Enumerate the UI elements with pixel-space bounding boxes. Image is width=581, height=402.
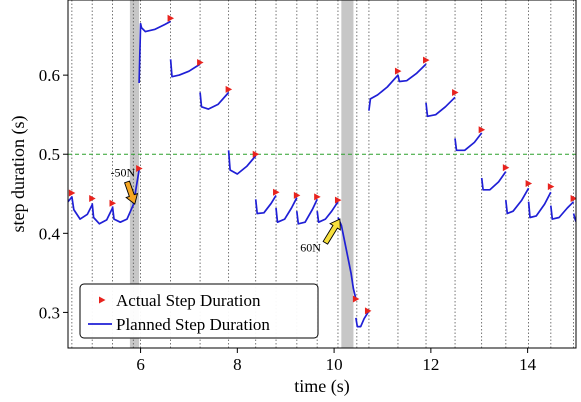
annotations: -50N 60N xyxy=(111,165,341,255)
planned-step-duration-segment xyxy=(275,197,298,224)
actual-step-duration-point xyxy=(136,164,143,172)
planned-step-duration-segment xyxy=(254,194,277,215)
actual-step-duration-point xyxy=(570,195,576,203)
actual-step-duration-point xyxy=(525,179,533,187)
annotation-label: -50N xyxy=(111,165,136,179)
y-tick-label: 0.5 xyxy=(39,145,60,164)
planned-step-duration-segment xyxy=(355,311,369,328)
planned-step-duration-segment xyxy=(138,20,172,84)
x-tick-label: 10 xyxy=(326,355,343,374)
actual-step-duration-point xyxy=(109,199,117,207)
planned-step-duration-segment xyxy=(337,217,357,300)
push-band xyxy=(341,0,354,348)
actual-step-duration-point xyxy=(502,164,510,172)
push-band xyxy=(129,0,140,348)
x-tick-label: 6 xyxy=(136,355,145,374)
y-tick-label: 0.6 xyxy=(39,66,60,85)
legend-label-actual: Actual Step Duration xyxy=(116,291,261,310)
planned-step-duration-segment xyxy=(425,96,456,118)
actual-step-duration-point xyxy=(167,14,175,22)
axes-frame xyxy=(67,0,577,349)
plot-area xyxy=(68,0,576,348)
planned-step-duration-segment xyxy=(316,201,339,224)
planned-step-duration-segment xyxy=(91,203,114,225)
planned-step-duration-segment xyxy=(295,198,318,225)
planned-step-duration-segment xyxy=(169,59,201,78)
actual-step-duration-point xyxy=(352,295,360,303)
planned-step-duration-segment xyxy=(549,201,575,220)
y-axis-label: step duration (s) xyxy=(8,116,29,233)
legend: Actual Step Duration Planned Step Duratio… xyxy=(79,283,319,339)
x-tick-label: 12 xyxy=(422,355,439,374)
planned-step-duration-segment xyxy=(368,74,399,111)
planned-step-duration-segment xyxy=(454,132,483,152)
planned-step-duration-segment xyxy=(227,150,257,175)
actual-step-duration-point xyxy=(452,89,459,97)
legend-box xyxy=(79,283,319,339)
actual-step-duration-point xyxy=(314,193,321,201)
x-axis-label: time (s) xyxy=(294,376,350,397)
planned-step-duration-segment xyxy=(480,171,507,191)
x-tick-label: 8 xyxy=(233,355,242,374)
actual-step-duration-point xyxy=(252,150,260,158)
planned-step-duration-segment xyxy=(68,196,93,220)
legend-marker-actual xyxy=(99,296,106,304)
actual-step-duration-point xyxy=(547,183,555,191)
actual-step-duration-point xyxy=(423,56,430,64)
actual-step-duration-point xyxy=(394,67,402,75)
axes: 6 8 10 12 14 0.3 0.4 0.5 0.6 time (s) step duratio… xyxy=(8,0,577,397)
actual-step-duration-point xyxy=(197,58,204,66)
annotation-arrow xyxy=(322,218,341,245)
actual-step-duration-point xyxy=(478,126,486,134)
actual-step-duration-point xyxy=(293,191,301,199)
actual-step-duration-point xyxy=(225,85,233,93)
actual-step-duration-point xyxy=(68,189,76,197)
x-tick-label: 14 xyxy=(519,355,537,374)
annotation-label: 60N xyxy=(300,241,321,255)
actual-step-duration-point xyxy=(273,188,280,196)
planned-step-duration-segment xyxy=(199,91,230,110)
y-tick-label: 0.3 xyxy=(39,303,60,322)
y-tick-label: 0.4 xyxy=(39,224,61,243)
actual-step-duration-point xyxy=(334,196,342,204)
planned-step-duration-segment xyxy=(504,187,530,215)
actual-step-duration-point xyxy=(364,307,372,315)
annotation-arrow xyxy=(123,180,139,205)
planned-step-duration-segment xyxy=(527,191,552,219)
legend-label-planned: Planned Step Duration xyxy=(116,315,270,334)
planned-step-duration-segment xyxy=(397,63,427,83)
actual-step-duration-point xyxy=(89,195,96,203)
